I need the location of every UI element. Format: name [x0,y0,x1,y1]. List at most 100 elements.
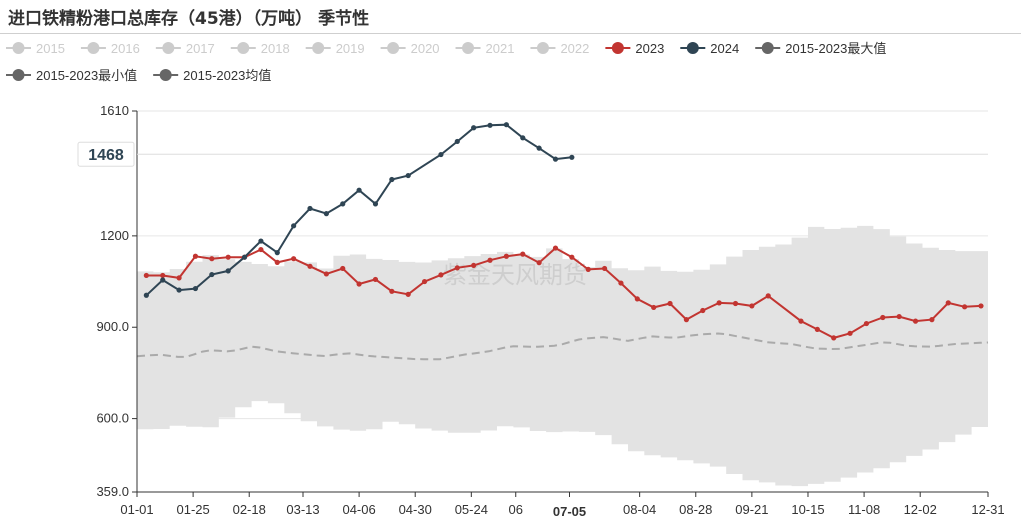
series-2023-point[interactable] [667,300,673,307]
series-2024-point[interactable] [274,250,280,256]
legend-item-2018[interactable]: 2018 [230,41,290,56]
legend-item-2020[interactable]: 2020 [380,41,440,56]
series-2024-point[interactable] [569,154,575,160]
series-2023-point[interactable] [880,314,886,321]
x-tick-label: 03-13 [286,502,319,517]
series-2023-point[interactable] [765,293,771,299]
x-tick-label: 04-30 [399,502,432,517]
series-2024-point[interactable] [454,138,460,145]
series-2023-point[interactable] [438,272,444,278]
series-2023-point[interactable] [749,303,755,309]
x-tick-label: 01-01 [120,502,153,517]
series-2024-point[interactable] [160,277,166,283]
series-2023-point[interactable] [929,317,935,323]
series-2024-point[interactable] [520,135,526,141]
x-tick-label: 08-28 [679,502,712,517]
legend-item-2023[interactable]: 2023 [605,41,664,56]
series-2023-point[interactable] [716,300,722,306]
series-2024-point[interactable] [405,172,411,179]
series-2023-point[interactable] [192,253,199,259]
legend-label: 2019 [336,41,365,56]
series-2023-point[interactable] [291,256,297,262]
series-2023-point[interactable] [847,330,853,336]
series-2023-point[interactable] [651,304,657,311]
legend-item-2016[interactable]: 2016 [80,41,140,56]
series-2023-point[interactable] [896,313,902,320]
x-tick-label: 01-25 [176,502,209,517]
legend-item-2015-2023均值[interactable]: 2015-2023均值 [153,68,271,83]
series-2023-point[interactable] [389,288,395,294]
series-2024-point[interactable] [487,122,493,128]
series-2023-point[interactable] [634,296,640,302]
series-2023-point[interactable] [471,262,477,269]
series-2023-point[interactable] [372,276,379,283]
series-2023-point[interactable] [732,300,739,307]
series-2023-point[interactable] [831,335,837,341]
series-2024-point[interactable] [176,287,182,293]
series-2023-point[interactable] [978,303,984,309]
series-2024-point[interactable] [536,145,542,151]
series-2024-point[interactable] [356,187,362,193]
legend[interactable]: 2015 2016 2017 2018 2019 2020 2021 2022 2023 2024… [6,41,886,83]
series-2023-point[interactable] [421,278,428,285]
legend-label: 2023 [635,41,664,56]
legend-item-2015-2023最小值[interactable]: 2015-2023最小值 [6,68,137,83]
series-2023-point[interactable] [503,253,509,259]
series-2023-point[interactable] [536,260,542,266]
series-2023-point[interactable] [176,275,182,281]
series-2023-point[interactable] [520,251,526,257]
series-2024-point[interactable] [225,268,231,274]
series-2023-point[interactable] [356,281,362,287]
series-2023-point[interactable] [552,245,559,251]
legend-item-2024[interactable]: 2024 [680,41,739,56]
series-2024-point[interactable] [307,205,313,212]
legend-item-2015[interactable]: 2015 [6,41,65,56]
series-2024-point[interactable] [389,176,395,183]
series-2023-point[interactable] [863,320,870,327]
series-2023-point[interactable] [487,257,493,263]
series-2024-point[interactable] [323,211,329,217]
series-2024-point[interactable] [438,151,444,158]
y-tick-label: 359.0 [96,484,129,499]
series-2024-point[interactable] [241,254,248,260]
series-2023-point[interactable] [454,265,460,271]
series-2023-point[interactable] [274,259,280,265]
series-2024-point[interactable] [209,271,215,278]
series-2023-point[interactable] [618,280,624,286]
series-2023-point[interactable] [160,272,166,279]
series-2023-point[interactable] [962,304,968,310]
series-2024-point[interactable] [143,292,149,298]
series-2024-point[interactable] [552,156,559,162]
series-2023-point[interactable] [912,318,919,324]
series-2023-point[interactable] [798,318,804,324]
series-2024-point[interactable] [471,125,477,131]
x-tick-label: 05-24 [455,502,488,517]
series-2023-point[interactable] [700,307,706,314]
legend-item-2019[interactable]: 2019 [305,41,365,56]
series-2023-point[interactable] [225,254,231,260]
series-2024-point[interactable] [503,122,509,128]
series-2023-point[interactable] [258,246,264,253]
series-2023-point[interactable] [683,317,690,323]
y-pointer-label: 1468 [88,147,124,164]
series-2023-point[interactable] [405,291,411,297]
series-2023-point[interactable] [340,265,346,272]
series-2023-point[interactable] [307,263,313,269]
legend-item-2017[interactable]: 2017 [155,41,215,56]
legend-item-2021[interactable]: 2021 [455,41,515,56]
series-2024-point[interactable] [372,201,379,207]
series-2024-point[interactable] [291,223,297,229]
series-2023-point[interactable] [814,326,820,332]
legend-item-2022[interactable]: 2022 [530,41,589,56]
series-2023-point[interactable] [143,272,149,279]
series-2023-point[interactable] [569,254,575,260]
series-2023-point[interactable] [585,266,591,272]
series-2023-point[interactable] [209,256,215,262]
series-2023-point[interactable] [323,271,329,277]
series-2023-point[interactable] [601,265,608,272]
series-2024-point[interactable] [192,285,199,292]
series-2024-point[interactable] [258,238,264,244]
legend-item-2015-2023最大值[interactable]: 2015-2023最大值 [755,41,886,56]
series-2023-point[interactable] [945,300,951,306]
series-2024-point[interactable] [340,201,346,207]
